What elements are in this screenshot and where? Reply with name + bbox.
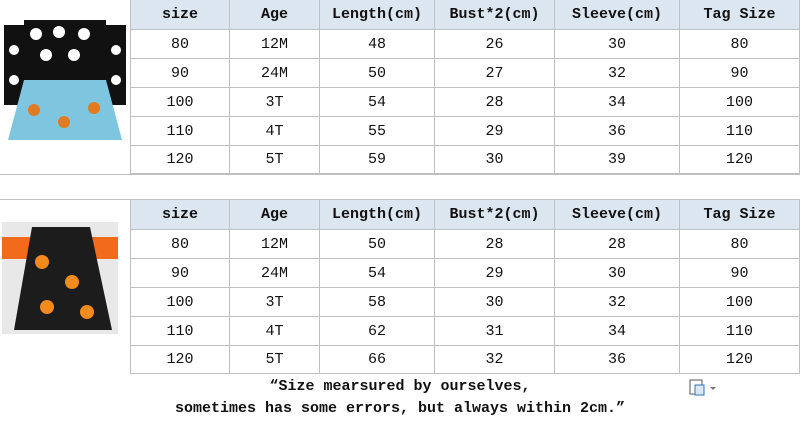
header-cell: size bbox=[130, 200, 230, 230]
table-cell: 28 bbox=[555, 230, 680, 259]
table-cell: 31 bbox=[435, 317, 555, 346]
table-cell: 100 bbox=[680, 288, 800, 317]
table-cell: 54 bbox=[320, 259, 435, 288]
table-cell: 32 bbox=[555, 288, 680, 317]
table-cell: 110 bbox=[130, 317, 230, 346]
table-cell: 100 bbox=[130, 288, 230, 317]
note-line: “Size mearsured by ourselves, bbox=[269, 378, 531, 395]
table-cell: 26 bbox=[435, 30, 555, 59]
table-cell: 90 bbox=[680, 59, 800, 88]
table-cell: 80 bbox=[680, 230, 800, 259]
table-cell: 50 bbox=[320, 230, 435, 259]
header-cell: Bust*2(cm) bbox=[435, 0, 555, 30]
table-cell: 5T bbox=[230, 146, 320, 174]
table-cell: 66 bbox=[320, 346, 435, 374]
table-cell: 4T bbox=[230, 317, 320, 346]
table-cell: 80 bbox=[680, 30, 800, 59]
table-cell: 36 bbox=[555, 117, 680, 146]
table-cell: 5T bbox=[230, 346, 320, 374]
table-cell: 120 bbox=[680, 146, 800, 174]
table-cell: 54 bbox=[320, 88, 435, 117]
table-cell: 50 bbox=[320, 59, 435, 88]
table-cell: 29 bbox=[435, 259, 555, 288]
table-cell: 28 bbox=[435, 230, 555, 259]
table-cell: 90 bbox=[130, 59, 230, 88]
header-cell: Length(cm) bbox=[320, 0, 435, 30]
table-cell: 36 bbox=[555, 346, 680, 374]
table-cell: 34 bbox=[555, 317, 680, 346]
table-cell: 100 bbox=[130, 88, 230, 117]
table-cell: 80 bbox=[130, 30, 230, 59]
header-cell: size bbox=[130, 0, 230, 30]
table-cell: 28 bbox=[435, 88, 555, 117]
table-cell: 30 bbox=[435, 288, 555, 317]
table-cell: 30 bbox=[435, 146, 555, 174]
table-cell: 59 bbox=[320, 146, 435, 174]
table-cell: 30 bbox=[555, 259, 680, 288]
table-cell: 12M bbox=[230, 30, 320, 59]
table-cell: 4T bbox=[230, 117, 320, 146]
table-cell: 32 bbox=[435, 346, 555, 374]
header-cell: Sleeve(cm) bbox=[555, 200, 680, 230]
table-cell: 80 bbox=[130, 230, 230, 259]
table-cell: 120 bbox=[680, 346, 800, 374]
table-cell: 90 bbox=[680, 259, 800, 288]
spacer-row bbox=[0, 174, 800, 200]
table-cell: 32 bbox=[555, 59, 680, 88]
note-line: sometimes has some errors, but always wi… bbox=[174, 400, 626, 417]
table-cell: 3T bbox=[230, 288, 320, 317]
header-cell: Age bbox=[230, 0, 320, 30]
dress-photo bbox=[4, 20, 126, 140]
table-cell: 100 bbox=[680, 88, 800, 117]
table-cell: 29 bbox=[435, 117, 555, 146]
table-cell: 39 bbox=[555, 146, 680, 174]
table-cell: 120 bbox=[130, 146, 230, 174]
header-cell: Length(cm) bbox=[320, 200, 435, 230]
table-cell: 90 bbox=[130, 259, 230, 288]
table-cell: 24M bbox=[230, 259, 320, 288]
dress-photo bbox=[2, 222, 118, 334]
table-cell: 30 bbox=[555, 30, 680, 59]
table-cell: 34 bbox=[555, 88, 680, 117]
table-cell: 110 bbox=[680, 317, 800, 346]
table-cell: 110 bbox=[680, 117, 800, 146]
paste-icon[interactable] bbox=[688, 378, 718, 398]
table-cell: 120 bbox=[130, 346, 230, 374]
table-cell: 27 bbox=[435, 59, 555, 88]
table-cell: 3T bbox=[230, 88, 320, 117]
table-cell: 24M bbox=[230, 59, 320, 88]
table-cell: 12M bbox=[230, 230, 320, 259]
table-cell: 110 bbox=[130, 117, 230, 146]
table-cell: 62 bbox=[320, 317, 435, 346]
header-cell: Sleeve(cm) bbox=[555, 0, 680, 30]
header-cell: Bust*2(cm) bbox=[435, 200, 555, 230]
header-cell: Tag Size bbox=[680, 200, 800, 230]
table-cell: 55 bbox=[320, 117, 435, 146]
header-cell: Tag Size bbox=[680, 0, 800, 30]
header-cell: Age bbox=[230, 200, 320, 230]
table-cell: 58 bbox=[320, 288, 435, 317]
table-cell: 48 bbox=[320, 30, 435, 59]
